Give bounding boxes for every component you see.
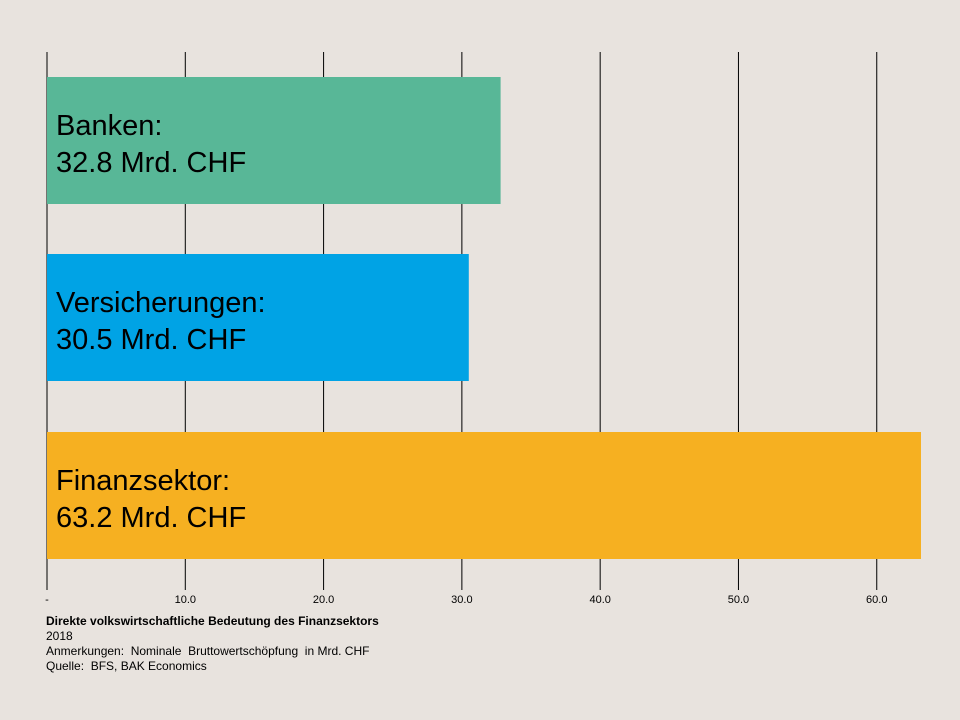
x-tick-label: 50.0 [728,594,749,606]
x-tick-label: - [45,594,49,606]
x-tick-label: 40.0 [589,594,610,606]
x-tick-label: 10.0 [175,594,196,606]
chart-notes: Direkte volkswirtschaftliche Bedeutung d… [46,614,926,674]
bar-value-label: 30.5 Mrd. CHF [56,324,246,356]
bar-category-label: Versicherungen: [56,287,266,319]
x-tick-label: 60.0 [866,594,887,606]
x-tick-label: 30.0 [451,594,472,606]
x-tick-label: 20.0 [313,594,334,606]
bar [47,432,921,559]
bar-category-label: Finanzsektor: [56,465,230,497]
bars: Banken: 32.8 Mrd. CHF Versicherungen: 30.5 … [47,77,921,559]
chart-note: Anmerkungen: Nominale Bruttowertschöpfun… [46,644,370,658]
bar [47,254,469,381]
chart-source: Quelle: BFS, BAK Economics [46,659,207,673]
chart-title: Direkte volkswirtschaftliche Bedeutung d… [46,614,379,628]
bar-category-label: Banken: [56,110,162,142]
bar-value-label: 63.2 Mrd. CHF [56,502,246,534]
bar-value-label: 32.8 Mrd. CHF [56,147,246,179]
bar [47,77,501,204]
x-axis-ticks: - 10.0 20.0 30.0 40.0 50.0 60.0 [45,594,887,606]
chart-subtitle: 2018 [46,629,73,643]
